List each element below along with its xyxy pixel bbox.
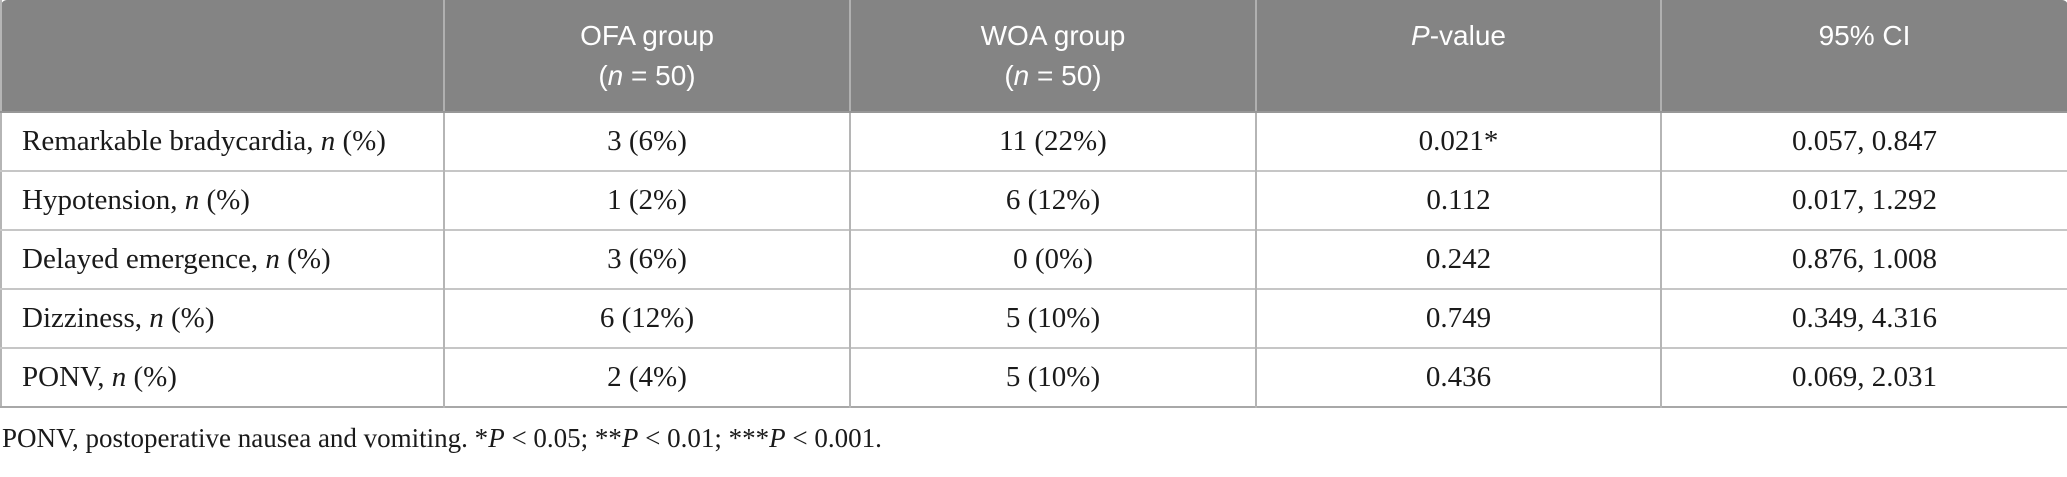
cell-ofa-value: 1 (2%) [443,170,850,230]
footnote-text: < 0.01; *** [638,423,770,453]
table-header: OFA group (n = 50) WOA group (n = 50) P-… [1,0,2067,113]
footnote-p-italic: P [488,423,505,453]
header-row: OFA group (n = 50) WOA group (n = 50) P-… [1,0,2067,113]
cell-woa-value: 11 (22%) [849,112,1256,171]
header-cell-woa-group: WOA group (n = 50) [849,0,1256,113]
footnote-text: < 0.001. [785,423,882,453]
cell-ofa-value: 6 (12%) [443,288,850,348]
row-label: PONV, n (%) [1,347,444,407]
ofa-group-n: (n = 50) [598,60,696,91]
footnote-p-italic: P [769,423,786,453]
table-row-dizziness: Dizziness, n (%) 6 (12%) 5 (10%) 0.749 0… [1,288,2067,348]
footnote-text: PONV, postoperative nausea and vomiting.… [2,423,489,453]
cell-ci-value: 0.349, 4.316 [1660,288,2067,348]
table-row-ponv: PONV, n (%) 2 (4%) 5 (10%) 0.436 0.069, … [1,347,2067,407]
row-label: Dizziness, n (%) [1,288,444,348]
footnote-p-italic: P [621,423,639,453]
table-row-remarkable-bradycardia: Remarkable bradycardia, n (%) 3 (6%) 11 … [1,112,2067,171]
footnote-text: < 0.05; ** [504,423,622,453]
cell-woa-value: 6 (12%) [849,170,1256,230]
woa-group-n: (n = 50) [1004,60,1102,91]
cell-ofa-value: 3 (6%) [443,229,850,289]
adverse-events-table: OFA group (n = 50) WOA group (n = 50) P-… [0,0,2067,408]
cell-ci-value: 0.876, 1.008 [1660,229,2067,289]
cell-p-value: 0.242 [1255,229,1661,289]
ofa-group-label: OFA group [580,20,714,51]
row-label: Hypotension, n (%) [1,170,444,230]
cell-p-value: 0.021* [1255,112,1661,171]
cell-p-value: 0.436 [1255,347,1661,407]
cell-woa-value: 5 (10%) [849,288,1256,348]
table-body: Remarkable bradycardia, n (%) 3 (6%) 11 … [1,112,2067,407]
header-cell-p-value: P-value [1255,0,1661,113]
cell-ofa-value: 3 (6%) [443,112,850,171]
table-footnote: PONV, postoperative nausea and vomiting.… [2,423,2067,454]
cell-p-value: 0.112 [1255,170,1661,230]
cell-ofa-value: 2 (4%) [443,347,850,407]
woa-group-label: WOA group [980,20,1126,51]
header-cell-ofa-group: OFA group (n = 50) [443,0,850,113]
row-label: Remarkable bradycardia, n (%) [22,125,386,157]
header-cell-95-ci: 95% CI [1660,0,2067,113]
cell-ci-value: 0.017, 1.292 [1660,170,2067,230]
row-label: Delayed emergence, n (%) [1,229,444,289]
cell-p-value: 0.749 [1255,288,1661,348]
cell-ci-value: 0.057, 0.847 [1660,112,2067,171]
header-cell-empty [1,0,444,113]
table-row-hypotension: Hypotension, n (%) 1 (2%) 6 (12%) 0.112 … [1,170,2067,230]
cell-woa-value: 5 (10%) [849,347,1256,407]
cell-ci-value: 0.069, 2.031 [1660,347,2067,407]
cell-woa-value: 0 (0%) [849,229,1256,289]
table-row-delayed-emergence: Delayed emergence, n (%) 3 (6%) 0 (0%) 0… [1,229,2067,289]
